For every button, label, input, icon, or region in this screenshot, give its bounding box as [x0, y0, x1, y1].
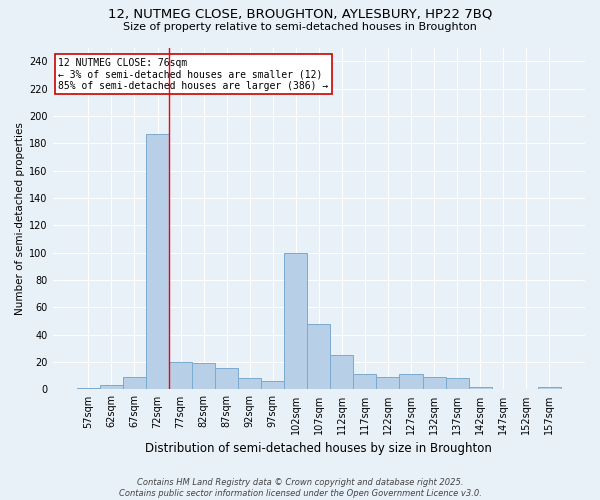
Bar — [353, 374, 376, 390]
Text: Contains HM Land Registry data © Crown copyright and database right 2025.
Contai: Contains HM Land Registry data © Crown c… — [119, 478, 481, 498]
Bar — [169, 362, 192, 390]
Text: Size of property relative to semi-detached houses in Broughton: Size of property relative to semi-detach… — [123, 22, 477, 32]
Text: 12 NUTMEG CLOSE: 76sqm
← 3% of semi-detached houses are smaller (12)
85% of semi: 12 NUTMEG CLOSE: 76sqm ← 3% of semi-deta… — [58, 58, 328, 91]
Bar — [146, 134, 169, 390]
Bar — [446, 378, 469, 390]
Bar — [538, 386, 561, 390]
Bar — [123, 377, 146, 390]
Bar — [422, 377, 446, 390]
Y-axis label: Number of semi-detached properties: Number of semi-detached properties — [15, 122, 25, 315]
Bar — [77, 388, 100, 390]
Bar — [400, 374, 422, 390]
Bar — [307, 324, 331, 390]
X-axis label: Distribution of semi-detached houses by size in Broughton: Distribution of semi-detached houses by … — [145, 442, 492, 455]
Bar — [215, 368, 238, 390]
Text: 12, NUTMEG CLOSE, BROUGHTON, AYLESBURY, HP22 7BQ: 12, NUTMEG CLOSE, BROUGHTON, AYLESBURY, … — [108, 8, 492, 20]
Bar — [331, 355, 353, 390]
Bar — [261, 381, 284, 390]
Bar — [192, 364, 215, 390]
Bar — [284, 252, 307, 390]
Bar — [469, 386, 491, 390]
Bar — [376, 377, 400, 390]
Bar — [238, 378, 261, 390]
Bar — [100, 386, 123, 390]
